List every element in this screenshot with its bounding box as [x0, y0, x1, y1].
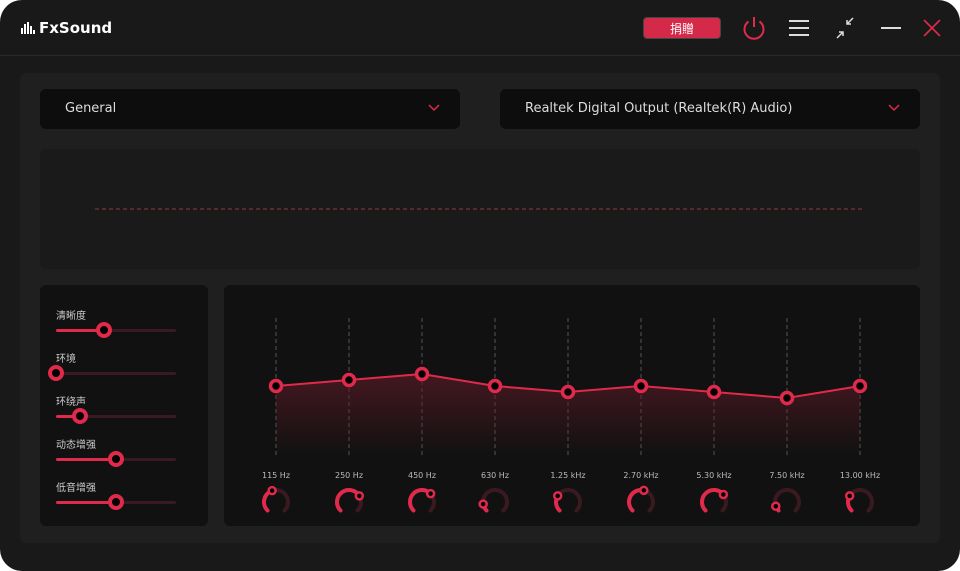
spectrum-visualizer — [40, 149, 920, 269]
eq-frequency-label: 250 Hz — [334, 471, 364, 480]
eq-knob-fill — [335, 488, 362, 513]
slider-track[interactable] — [56, 322, 176, 338]
equalizer-panel: 115 Hz 250 Hz 450 Hz 630 Hz 1.25 kHz 2.70 kHz… — [224, 285, 920, 526]
slider-fill — [56, 501, 116, 504]
slider-track[interactable] — [56, 494, 176, 510]
eq-knob-handle[interactable] — [639, 485, 649, 496]
title-bar: FxSound 捐贈 — [0, 0, 960, 56]
effect-slider[interactable]: 动态增强 — [56, 436, 176, 467]
eq-band-handle[interactable] — [268, 378, 284, 394]
app-name: FxSound — [39, 19, 113, 37]
slider-thumb[interactable] — [108, 451, 124, 467]
eq-knob-handle[interactable] — [354, 491, 365, 501]
eq-frequency-label: 7.50 kHz — [769, 471, 805, 480]
minimize-icon[interactable] — [877, 14, 905, 42]
eq-frequency-label: 450 Hz — [407, 471, 437, 480]
power-icon[interactable] — [740, 14, 768, 42]
minimize-window-icon[interactable] — [831, 14, 859, 42]
effect-slider[interactable]: 低音增强 — [56, 479, 176, 510]
effect-label: 低音增强 — [56, 483, 96, 494]
eq-band-handle[interactable] — [706, 384, 722, 400]
effect-label: 环境 — [56, 354, 76, 365]
main-panel: General Realtek Digital Output (Realtek(… — [20, 73, 940, 543]
eq-frequency-label: 630 Hz — [480, 471, 510, 480]
eq-knob-handle[interactable] — [478, 499, 488, 509]
slider-track[interactable] — [56, 408, 176, 424]
eq-knob-handle[interactable] — [718, 489, 729, 500]
eq-knob-handle[interactable] — [425, 488, 436, 499]
slider-track[interactable] — [56, 451, 176, 467]
donate-button[interactable]: 捐贈 — [643, 17, 721, 39]
eq-band-handle[interactable] — [341, 372, 357, 388]
chevron-down-icon — [428, 104, 440, 112]
output-device-value: Realtek Digital Output (Realtek(R) Audio… — [525, 101, 793, 116]
slider-thumb[interactable] — [108, 494, 124, 510]
eq-knob-handle[interactable] — [844, 491, 855, 501]
app-logo: FxSound — [21, 19, 112, 37]
preset-dropdown[interactable]: General — [40, 89, 460, 129]
eq-band-handle[interactable] — [487, 378, 503, 394]
chevron-down-icon — [888, 104, 900, 112]
effect-slider[interactable]: 清晰度 — [56, 307, 176, 338]
eq-knob-track[interactable] — [481, 488, 509, 513]
logo-bars-icon — [21, 22, 35, 34]
slider-thumb[interactable] — [72, 408, 88, 424]
eq-frequency-label: 2.70 kHz — [623, 471, 659, 480]
slider-fill — [56, 415, 80, 418]
slider-track[interactable] — [48, 365, 176, 381]
eq-band-handle[interactable] — [779, 390, 795, 406]
eq-frequency-label: 5.30 kHz — [696, 471, 732, 480]
slider-thumb[interactable] — [48, 365, 64, 381]
effect-slider[interactable]: 环绕声 — [56, 393, 176, 424]
slider-fill — [56, 329, 104, 332]
effect-slider[interactable]: 环境 — [48, 350, 176, 381]
menu-icon[interactable] — [785, 14, 813, 42]
eq-band-handle[interactable] — [414, 366, 430, 382]
eq-knob-handle[interactable] — [771, 501, 781, 511]
eq-band-handle[interactable] — [852, 378, 868, 394]
eq-knob-handle[interactable] — [552, 491, 563, 501]
eq-graph — [262, 318, 874, 513]
effect-label: 环绕声 — [56, 397, 86, 408]
eq-knob-handle[interactable] — [267, 485, 277, 496]
eq-frequency-label: 115 Hz — [261, 471, 291, 480]
eq-band-handle[interactable] — [560, 384, 576, 400]
eq-frequency-label: 1.25 kHz — [550, 471, 586, 480]
preset-value: General — [65, 101, 117, 116]
slider-fill — [56, 458, 116, 461]
slider-thumb[interactable] — [96, 322, 112, 338]
effects-panel: 清晰度环境环绕声动态增强低音增强 — [40, 285, 208, 526]
output-device-dropdown[interactable]: Realtek Digital Output (Realtek(R) Audio… — [500, 89, 920, 129]
eq-frequency-label: 13.00 kHz — [839, 471, 881, 480]
effect-label: 清晰度 — [56, 311, 86, 322]
close-icon[interactable] — [918, 14, 946, 42]
effect-label: 动态增强 — [56, 440, 96, 451]
eq-band-handle[interactable] — [633, 378, 649, 394]
